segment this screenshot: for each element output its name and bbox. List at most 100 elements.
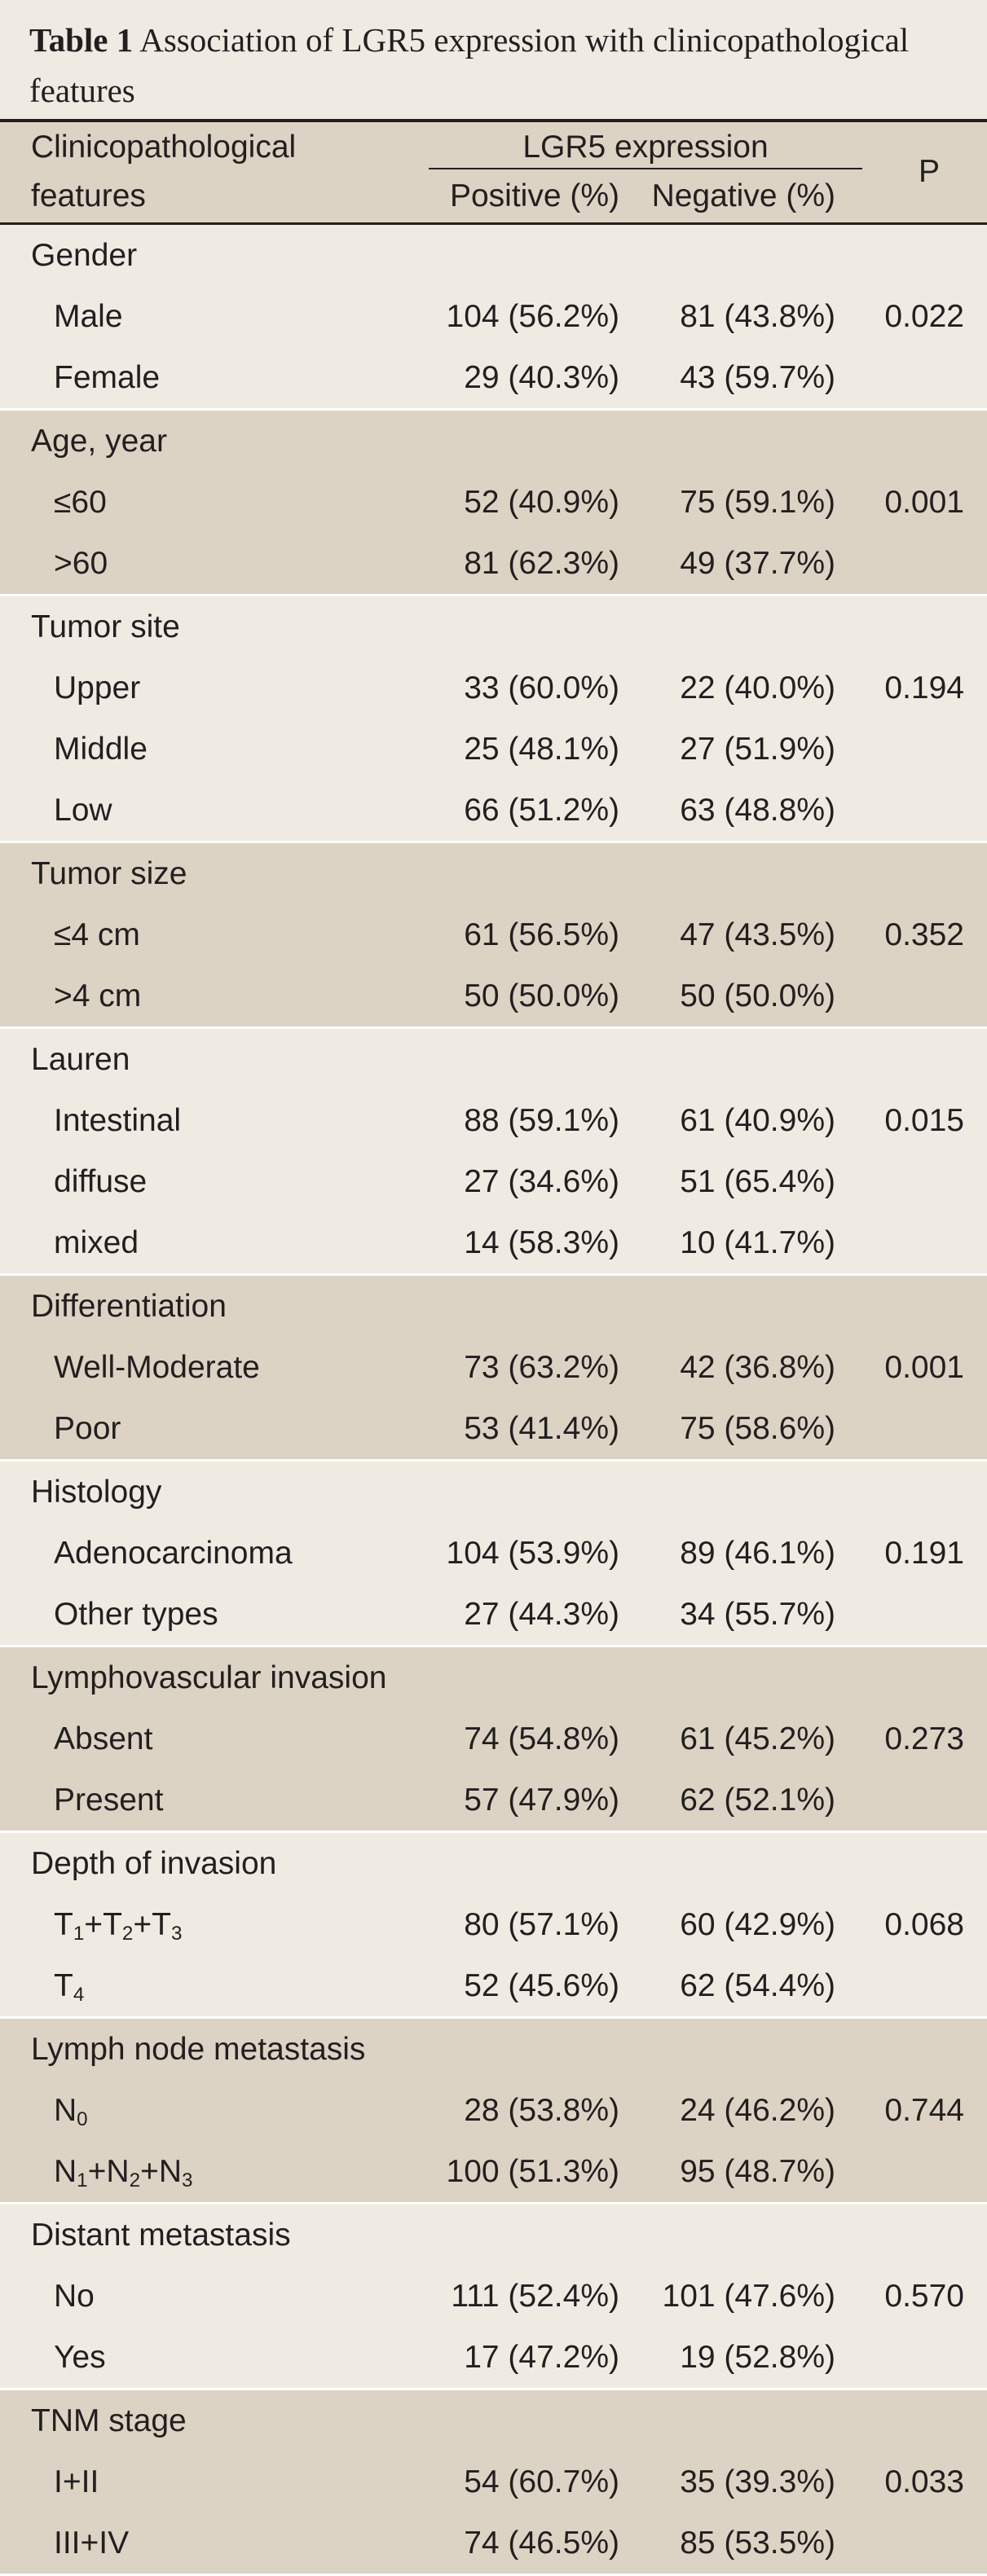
group-title-row: Age, year bbox=[0, 411, 987, 472]
row-label: N0 bbox=[54, 2093, 88, 2131]
table-row: N0 28 (53.8%) 24 (46.2%) 0.744 bbox=[0, 2080, 987, 2141]
positive-value: 111 (52.4%) bbox=[451, 2279, 619, 2314]
table-row: >4 cm 50 (50.0%) 50 (50.0%) bbox=[0, 965, 987, 1026]
header-span-rule bbox=[429, 168, 862, 169]
table-row: Middle 25 (48.1%) 27 (51.9%) bbox=[0, 719, 987, 780]
group-title: Gender bbox=[31, 238, 138, 273]
positive-value: 80 (57.1%) bbox=[464, 1907, 619, 1942]
row-label: diffuse bbox=[54, 1164, 148, 1199]
header-feature-line2: features bbox=[31, 178, 146, 213]
row-label: I+II bbox=[54, 2464, 99, 2499]
group-title: Age, year bbox=[31, 424, 167, 459]
table-group: Histology Adenocarcinoma 104 (53.9%) 89 (46… bbox=[0, 1462, 987, 1647]
table-row: N1+N2+N3 100 (51.3%) 95 (48.7%) bbox=[0, 2141, 987, 2202]
negative-value: 81 (43.8%) bbox=[680, 299, 835, 334]
row-label: T4 bbox=[54, 1968, 85, 2007]
table-row: T1+T2+T3 80 (57.1%) 60 (42.9%) 0.068 bbox=[0, 1894, 987, 1955]
p-value: 0.001 bbox=[884, 1350, 964, 1385]
group-title: TNM stage bbox=[31, 2403, 187, 2438]
table-row: Yes 17 (47.2%) 19 (52.8%) bbox=[0, 2327, 987, 2388]
row-label: ≤4 cm bbox=[54, 917, 140, 952]
group-title-row: Lymphovascular invasion bbox=[0, 1647, 987, 1708]
positive-value: 81 (62.3%) bbox=[464, 546, 619, 581]
p-value: 0.001 bbox=[884, 485, 964, 520]
negative-value: 43 (59.7%) bbox=[680, 360, 835, 395]
negative-value: 85 (53.5%) bbox=[680, 2525, 835, 2561]
table-row: mixed 14 (58.3%) 10 (41.7%) bbox=[0, 1212, 987, 1273]
row-label: Other types bbox=[54, 1597, 218, 1632]
table-title: Association of LGR5 expression with clin… bbox=[29, 21, 910, 109]
table-row: Low 66 (51.2%) 63 (48.8%) bbox=[0, 780, 987, 841]
header-lgr5-expression: LGR5 expression bbox=[522, 130, 769, 165]
table-group: Tumor site Upper 33 (60.0%) 22 (40.0%) 0.194… bbox=[0, 596, 987, 843]
header-p-value: P bbox=[918, 154, 940, 189]
table-caption: Table 1 Association of LGR5 expression w… bbox=[0, 0, 987, 119]
row-label: Yes bbox=[54, 2340, 106, 2375]
row-label: Intestinal bbox=[54, 1103, 182, 1138]
group-title: Lauren bbox=[31, 1042, 130, 1077]
p-value: 0.015 bbox=[884, 1103, 964, 1138]
negative-value: 42 (36.8%) bbox=[680, 1350, 835, 1385]
table-group: Depth of invasion T1+T2+T3 80 (57.1%) 60 (4… bbox=[0, 1833, 987, 2019]
p-value: 0.191 bbox=[884, 1536, 964, 1571]
negative-value: 61 (45.2%) bbox=[680, 1721, 835, 1756]
negative-value: 50 (50.0%) bbox=[680, 978, 835, 1013]
table-row: ≤60 52 (40.9%) 75 (59.1%) 0.001 bbox=[0, 472, 987, 533]
row-label: >4 cm bbox=[54, 978, 142, 1013]
table-number: Table 1 bbox=[29, 21, 134, 59]
p-value: 0.273 bbox=[884, 1721, 964, 1756]
positive-value: 104 (56.2%) bbox=[446, 299, 619, 334]
row-label: T1+T2+T3 bbox=[54, 1907, 183, 1945]
table-row: Other types 27 (44.3%) 34 (55.7%) bbox=[0, 1584, 987, 1645]
table-row: No 111 (52.4%) 101 (47.6%) 0.570 bbox=[0, 2266, 987, 2327]
negative-value: 19 (52.8%) bbox=[680, 2340, 835, 2375]
negative-value: 89 (46.1%) bbox=[680, 1536, 835, 1571]
positive-value: 53 (41.4%) bbox=[464, 1411, 619, 1446]
table-body: Gender Male 104 (56.2%) 81 (43.8%) 0.022 Fema… bbox=[0, 225, 987, 2576]
table-group: Lymph node metastasis N0 28 (53.8%) 24 (46.… bbox=[0, 2019, 987, 2205]
group-title: Depth of invasion bbox=[31, 1846, 277, 1881]
row-label: Male bbox=[54, 299, 123, 334]
positive-value: 88 (59.1%) bbox=[464, 1103, 619, 1138]
group-title-row: Histology bbox=[0, 1462, 987, 1523]
table-row: Adenocarcinoma 104 (53.9%) 89 (46.1%) 0.191 bbox=[0, 1523, 987, 1584]
group-title-row: Differentiation bbox=[0, 1276, 987, 1337]
row-label: III+IV bbox=[54, 2525, 130, 2561]
row-label: >60 bbox=[54, 546, 108, 581]
positive-value: 104 (53.9%) bbox=[446, 1536, 619, 1571]
positive-value: 74 (46.5%) bbox=[464, 2525, 619, 2561]
positive-value: 73 (63.2%) bbox=[464, 1350, 619, 1385]
table-row: T4 52 (45.6%) 62 (54.4%) bbox=[0, 1955, 987, 2016]
positive-value: 28 (53.8%) bbox=[464, 2093, 619, 2128]
group-title: Tumor site bbox=[31, 609, 180, 644]
negative-value: 63 (48.8%) bbox=[680, 793, 835, 828]
table-row: Intestinal 88 (59.1%) 61 (40.9%) 0.015 bbox=[0, 1090, 987, 1151]
positive-value: 66 (51.2%) bbox=[464, 793, 619, 828]
negative-value: 51 (65.4%) bbox=[680, 1164, 835, 1199]
p-value: 0.744 bbox=[884, 2093, 964, 2128]
table-row: Female 29 (40.3%) 43 (59.7%) bbox=[0, 347, 987, 408]
row-label: Adenocarcinoma bbox=[54, 1536, 293, 1571]
table-group: Gender Male 104 (56.2%) 81 (43.8%) 0.022 Fema… bbox=[0, 225, 987, 411]
header-negative: Negative (%) bbox=[651, 178, 835, 213]
group-title-row: Tumor size bbox=[0, 843, 987, 904]
positive-value: 52 (45.6%) bbox=[464, 1968, 619, 2003]
table-group: Distant metastasis No 111 (52.4%) 101 (47.6… bbox=[0, 2205, 987, 2390]
group-title-row: Lauren bbox=[0, 1029, 987, 1090]
row-label: Absent bbox=[54, 1721, 153, 1756]
table-group: Lymphovascular invasion Absent 74 (54.8%) 6… bbox=[0, 1647, 987, 1833]
row-label: Low bbox=[54, 793, 112, 828]
group-title-row: Tumor site bbox=[0, 596, 987, 657]
positive-value: 27 (44.3%) bbox=[464, 1597, 619, 1632]
p-value: 0.194 bbox=[884, 670, 964, 706]
table-row: ≤4 cm 61 (56.5%) 47 (43.5%) 0.352 bbox=[0, 904, 987, 965]
row-label: Upper bbox=[54, 670, 141, 706]
positive-value: 50 (50.0%) bbox=[464, 978, 619, 1013]
group-title-row: Distant metastasis bbox=[0, 2205, 987, 2266]
p-value: 0.022 bbox=[884, 299, 964, 334]
negative-value: 27 (51.9%) bbox=[680, 732, 835, 767]
group-title-row: TNM stage bbox=[0, 2390, 987, 2451]
positive-value: 33 (60.0%) bbox=[464, 670, 619, 706]
table-row: Present 57 (47.9%) 62 (52.1%) bbox=[0, 1769, 987, 1831]
negative-value: 95 (48.7%) bbox=[680, 2154, 835, 2189]
